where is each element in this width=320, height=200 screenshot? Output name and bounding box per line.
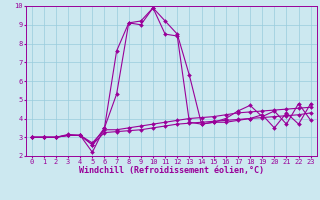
X-axis label: Windchill (Refroidissement éolien,°C): Windchill (Refroidissement éolien,°C) — [79, 166, 264, 175]
